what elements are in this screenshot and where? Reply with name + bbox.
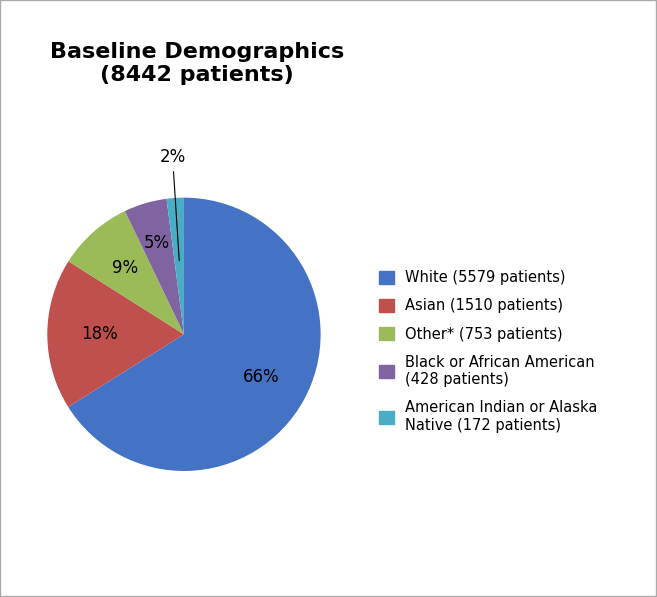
Wedge shape [47, 261, 184, 407]
Wedge shape [68, 198, 321, 471]
Text: 66%: 66% [243, 368, 280, 386]
Wedge shape [68, 211, 184, 334]
Legend: White (5579 patients), Asian (1510 patients), Other* (753 patients), Black or Af: White (5579 patients), Asian (1510 patie… [379, 270, 598, 433]
Text: 18%: 18% [81, 325, 118, 343]
Wedge shape [166, 198, 184, 334]
Wedge shape [125, 199, 184, 334]
Text: 5%: 5% [144, 233, 170, 251]
Text: Baseline Demographics
(8442 patients): Baseline Demographics (8442 patients) [50, 42, 344, 85]
Text: 9%: 9% [112, 259, 138, 277]
Text: 2%: 2% [160, 148, 186, 261]
